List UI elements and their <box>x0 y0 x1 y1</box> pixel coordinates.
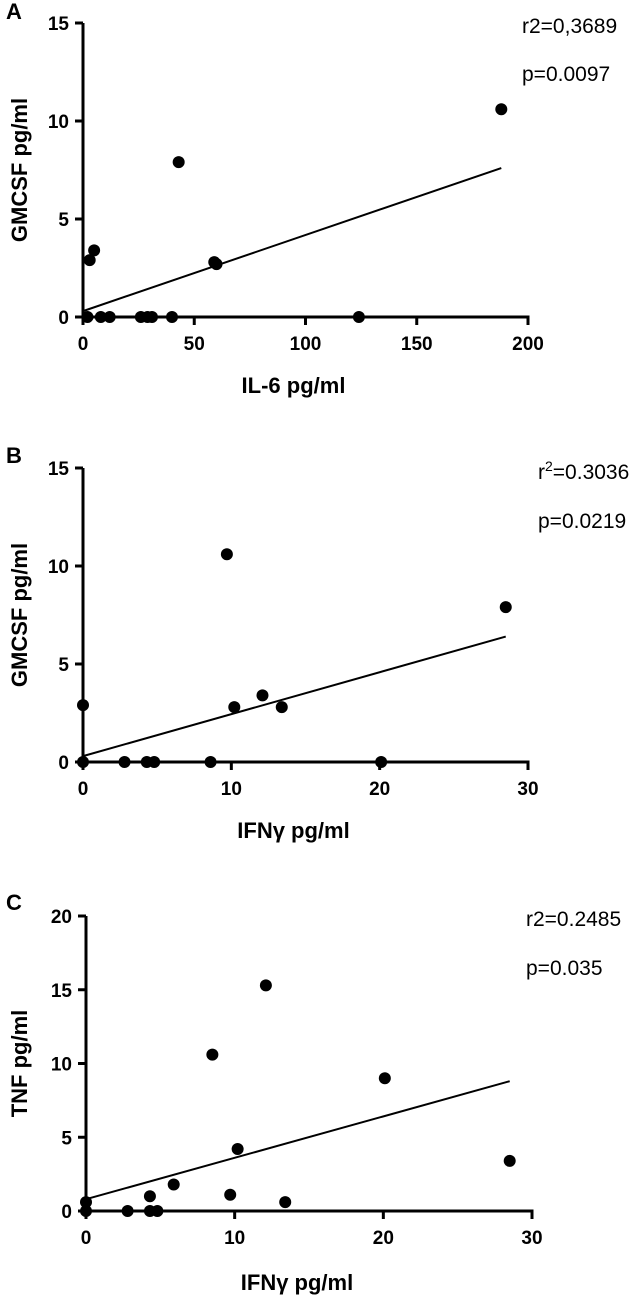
y-tick-label: 0 <box>58 753 69 774</box>
data-point <box>80 1205 92 1217</box>
p-value-label: p=0.0097 <box>522 63 610 86</box>
data-point <box>231 1143 244 1156</box>
data-point <box>172 156 185 169</box>
data-point <box>167 1178 180 1191</box>
x-tick-label: 0 <box>78 779 89 800</box>
y-tick-label: 15 <box>48 459 70 480</box>
data-point <box>143 1190 156 1203</box>
data-point <box>495 103 508 116</box>
stat-value: =0.3036 <box>553 461 630 484</box>
y-tick-label: 0 <box>61 1202 72 1223</box>
x-tick-label: 0 <box>81 1228 92 1249</box>
data-point <box>77 756 89 768</box>
panel-letter: C <box>6 890 22 915</box>
p-value-label: p=0.035 <box>526 957 603 980</box>
panel-letter: A <box>6 0 22 24</box>
r-squared-label: r2=0.3036 <box>538 458 629 484</box>
data-point <box>378 1072 391 1085</box>
panel-a: A 0 50 100 150 200 0 5 10 15 IL-6 pg/ml GMCSF pg/ml… <box>6 0 617 398</box>
stat-r: r <box>538 461 545 484</box>
x-tick-label: 0 <box>78 334 89 355</box>
x-axis-title: IL-6 pg/ml <box>242 373 346 398</box>
panel-letter: B <box>6 443 22 468</box>
x-tick-label: 150 <box>401 334 433 355</box>
data-point <box>148 756 161 768</box>
x-tick-label: 30 <box>517 779 538 800</box>
y-tick-label: 10 <box>48 112 69 133</box>
data-point <box>103 311 116 323</box>
data-point <box>145 311 158 323</box>
data-point <box>121 1205 134 1217</box>
y-tick-label: 10 <box>48 557 69 578</box>
data-point <box>80 1196 92 1209</box>
x-tick-label: 10 <box>221 779 242 800</box>
r-squared-label: r2=0.2485 <box>526 908 621 931</box>
y-tick-label: 20 <box>51 907 72 928</box>
y-tick-label: 5 <box>61 1128 72 1149</box>
data-point <box>77 699 89 712</box>
stat-superscript: 2 <box>545 458 553 474</box>
data-point <box>151 1205 164 1217</box>
data-point <box>503 1154 516 1167</box>
y-tick-label: 10 <box>51 1055 72 1076</box>
data-point <box>275 701 288 714</box>
data-point <box>118 756 131 768</box>
data-point <box>220 548 233 561</box>
data-point <box>206 1048 219 1061</box>
regression-line <box>82 167 502 313</box>
panel-b: B 0 10 20 30 0 5 10 15 IFNγ pg/ml GMCSF pg/ml r2=0.… <box>6 443 629 843</box>
x-axis-title: IFNγ pg/ml <box>237 818 349 843</box>
y-axis-title: GMCSF pg/ml <box>7 98 32 242</box>
data-point <box>94 311 107 323</box>
x-tick-label: 20 <box>373 1228 394 1249</box>
y-tick-label: 5 <box>58 210 69 231</box>
y-tick-label: 5 <box>58 655 69 676</box>
x-tick-label: 50 <box>184 334 205 355</box>
data-point <box>279 1196 292 1209</box>
x-axis-title: IFNγ pg/ml <box>241 1270 353 1295</box>
data-point <box>352 311 365 323</box>
data-point <box>256 689 269 702</box>
y-tick-label: 15 <box>48 14 70 35</box>
panel-c: C 0 10 20 30 0 5 10 15 20 IFNγ pg/ml TNF pg/ml r2=0.… <box>6 890 621 1295</box>
data-point <box>166 311 178 323</box>
p-value-label: p=0.0219 <box>538 510 626 533</box>
x-tick-label: 30 <box>521 1228 542 1249</box>
x-tick-label: 100 <box>290 334 322 355</box>
data-point <box>83 254 96 267</box>
data-point <box>224 1188 237 1201</box>
y-tick-label: 0 <box>58 308 69 329</box>
data-point <box>88 244 101 257</box>
regression-line <box>82 635 507 758</box>
y-axis-title: GMCSF pg/ml <box>7 543 32 687</box>
data-point <box>499 601 512 614</box>
data-point <box>81 311 94 323</box>
x-tick-label: 20 <box>369 779 390 800</box>
r-squared-label: r2=0,3689 <box>522 15 617 38</box>
y-axis-title: TNF pg/ml <box>7 1010 32 1118</box>
data-point <box>375 756 388 768</box>
data-point <box>210 258 223 271</box>
regression-line <box>85 1080 510 1201</box>
data-point <box>259 979 272 992</box>
x-tick-label: 200 <box>512 334 544 355</box>
y-tick-label: 15 <box>51 981 73 1002</box>
x-tick-label: 10 <box>224 1228 245 1249</box>
data-point <box>228 701 241 714</box>
data-point <box>204 756 217 768</box>
